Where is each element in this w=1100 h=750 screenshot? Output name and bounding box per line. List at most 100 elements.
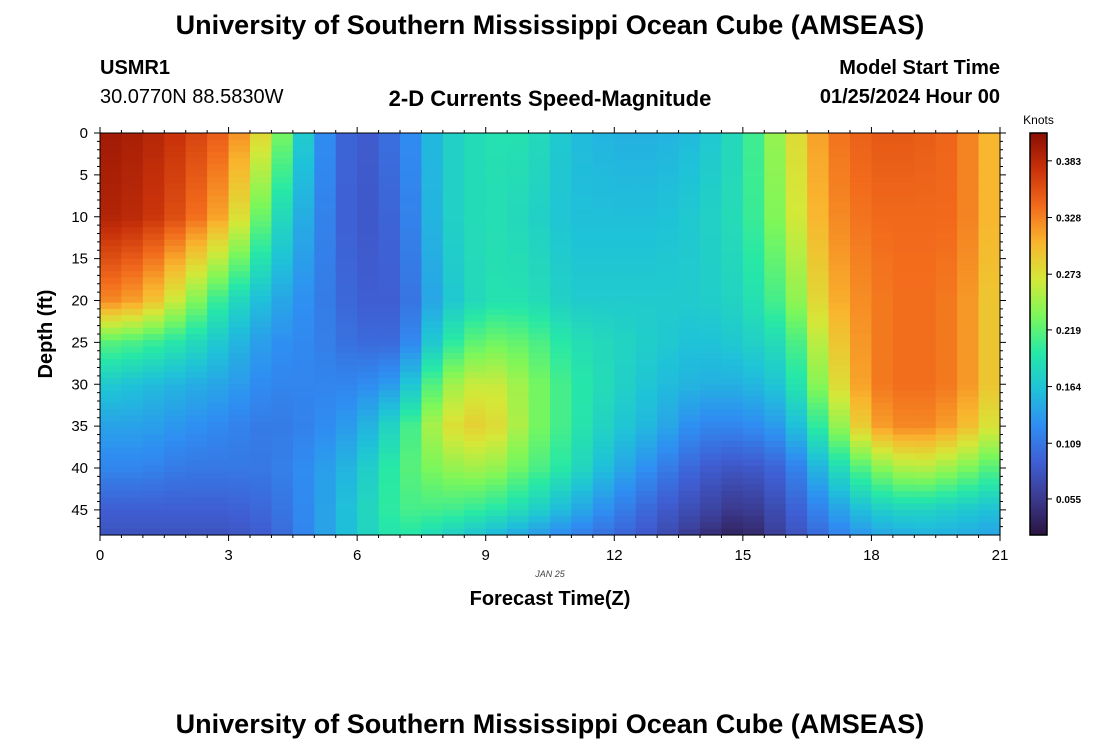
heatmap-cell (142, 352, 165, 360)
heatmap-cell (785, 264, 808, 272)
heatmap-cell (935, 415, 958, 423)
heatmap-cell (742, 327, 765, 335)
heatmap-cell (314, 415, 337, 423)
heatmap-cell (742, 283, 765, 291)
heatmap-cell (464, 327, 487, 335)
heatmap-cell (571, 428, 594, 436)
heatmap-cell (400, 365, 423, 373)
heatmap-cell (485, 415, 508, 423)
heatmap-cell (892, 421, 915, 429)
heatmap-cell (507, 239, 530, 247)
heatmap-cell (957, 453, 980, 461)
heatmap-cell (614, 202, 637, 209)
heatmap-cell (828, 377, 851, 385)
heatmap-cell (828, 214, 851, 222)
heatmap-cell (721, 346, 744, 354)
heatmap-cell (935, 340, 958, 348)
heatmap-cell (207, 371, 230, 379)
heatmap-cell (678, 252, 701, 260)
heatmap-cell (850, 170, 873, 178)
heatmap-cell (421, 214, 444, 222)
heatmap-cell (914, 440, 937, 448)
heatmap-cell (335, 296, 358, 304)
heatmap-cell (635, 346, 658, 354)
heatmap-cell (828, 208, 851, 216)
heatmap-cell (400, 334, 423, 341)
heatmap-cell (250, 371, 273, 379)
heatmap-cell (892, 428, 915, 436)
heatmap-cell (400, 176, 423, 184)
heatmap-cell (442, 377, 465, 385)
heatmap-cell (871, 396, 894, 404)
heatmap-cell (464, 384, 487, 392)
heatmap-cell (378, 233, 401, 241)
heatmap-cell (121, 390, 144, 398)
heatmap-cell (228, 453, 251, 461)
heatmap-cell (721, 214, 744, 222)
heatmap-cell (378, 359, 401, 367)
heatmap-cell (828, 334, 851, 341)
heatmap-cell (228, 472, 251, 480)
heatmap-cell (635, 434, 658, 442)
heatmap-cell (828, 365, 851, 373)
heatmap-cell (228, 396, 251, 404)
heatmap-cell (850, 283, 873, 291)
heatmap-cell (635, 139, 658, 147)
heatmap-cell (100, 252, 123, 260)
heatmap-cell (721, 509, 744, 517)
heatmap-cell (678, 183, 701, 191)
heatmap-cell (528, 258, 551, 266)
heatmap-cell (892, 528, 915, 536)
heatmap-cell (785, 491, 808, 498)
heatmap-cell (485, 133, 508, 140)
heatmap-cell (828, 478, 851, 486)
heatmap-cell (850, 233, 873, 241)
heatmap-cell (614, 151, 637, 159)
heatmap-cell (850, 246, 873, 253)
heatmap-cell (207, 440, 230, 448)
heatmap-cell (207, 321, 230, 329)
heatmap-cell (935, 428, 958, 436)
heatmap-cell (335, 283, 358, 291)
heatmap-cell (721, 277, 744, 285)
heatmap-cell (828, 151, 851, 159)
heatmap-cell (807, 453, 830, 461)
heatmap-cell (721, 164, 744, 172)
heatmap-cell (292, 384, 315, 392)
heatmap-cell (314, 428, 337, 436)
heatmap-cell (914, 409, 937, 417)
heatmap-cell (614, 390, 637, 398)
heatmap-cell (807, 359, 830, 367)
heatmap-cell (592, 327, 615, 335)
heatmap-cell (935, 139, 958, 147)
heatmap-cell (892, 491, 915, 498)
heatmap-cell (978, 233, 1001, 241)
heatmap-cell (228, 170, 251, 178)
heatmap-cell (207, 509, 230, 517)
heatmap-cell (378, 459, 401, 467)
heatmap-cell (785, 233, 808, 241)
heatmap-cell (292, 151, 315, 159)
heatmap-cell (978, 158, 1001, 166)
heatmap-cell (378, 277, 401, 285)
heatmap-cell (828, 447, 851, 454)
heatmap-cell (678, 509, 701, 517)
heatmap-cell (678, 346, 701, 354)
heatmap-cell (550, 283, 573, 291)
heatmap-cell (528, 189, 551, 197)
heatmap-cell (935, 503, 958, 511)
heatmap-cell (292, 528, 315, 536)
heatmap-cell (678, 428, 701, 436)
heatmap-cell (785, 176, 808, 184)
heatmap-cell (764, 214, 787, 222)
heatmap-cell (464, 264, 487, 272)
heatmap-cell (721, 447, 744, 454)
heatmap-cell (528, 516, 551, 524)
heatmap-cell (571, 522, 594, 530)
heatmap-cell (614, 176, 637, 184)
heatmap-cell (550, 359, 573, 367)
heatmap-cell (314, 371, 337, 379)
heatmap-cell (271, 465, 294, 473)
heatmap-cell (657, 428, 680, 436)
heatmap-cell (657, 390, 680, 398)
